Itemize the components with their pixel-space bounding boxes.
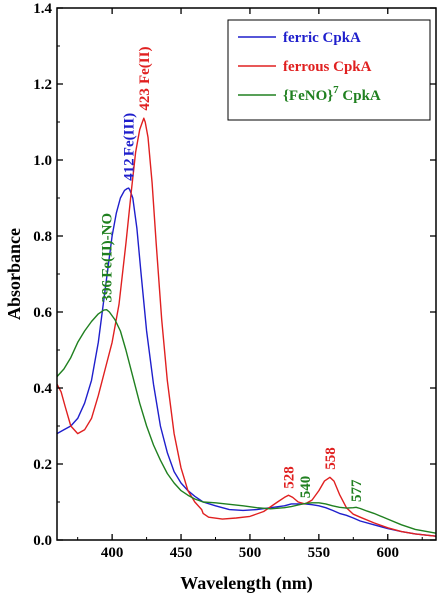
series-line-2 <box>56 309 437 534</box>
legend-label: ferrous CpkA <box>283 59 372 75</box>
legend-label-main: {FeNO} <box>283 88 333 104</box>
x-axis-title: Wavelength (nm) <box>180 573 313 594</box>
peak-label: Fe(II) <box>137 47 153 85</box>
y-axis-ticks: 0.0 0.2 0.4 0.6 0.8 1.0 1.2 1.4 <box>33 1 436 549</box>
peak-label: 412 <box>122 158 138 181</box>
y-tick-label: 0.2 <box>33 457 52 473</box>
legend-label: ferric CpkA <box>283 30 361 46</box>
x-tick-label: 400 <box>101 545 124 561</box>
y-tick-label: 0.6 <box>33 305 52 321</box>
peak-label: 396 <box>100 280 116 303</box>
y-tick-label: 0.4 <box>33 381 52 397</box>
y-tick-label: 1.4 <box>33 1 52 17</box>
peak-label: 528 <box>282 466 298 489</box>
x-tick-label: 500 <box>239 545 262 561</box>
peak-label: Fe(II)-NO <box>100 213 116 278</box>
peak-label: Fe(III) <box>122 113 138 156</box>
peak-label: 558 <box>323 447 339 470</box>
x-axis-ticks: 400 450 500 550 600 <box>77 8 423 561</box>
legend-label: {FeNO}7 CpkA <box>283 84 381 104</box>
y-tick-label: 0.8 <box>33 229 52 245</box>
legend-label-sup: 7 <box>333 84 339 96</box>
spectra-curves <box>56 117 437 537</box>
x-tick-label: 600 <box>377 545 400 561</box>
y-tick-label: 0.0 <box>33 533 52 549</box>
y-tick-label: 1.0 <box>33 153 52 169</box>
x-tick-label: 450 <box>170 545 193 561</box>
legend-label-tail: CpkA <box>339 88 381 104</box>
peak-label: 423 <box>137 88 153 111</box>
x-tick-label: 550 <box>308 545 331 561</box>
legend: ferric CpkA ferrous CpkA {FeNO}7 CpkA <box>227 19 431 121</box>
peak-label: 577 <box>349 479 365 502</box>
peak-label: 540 <box>298 476 314 499</box>
y-axis-title: Absorbance <box>4 228 24 320</box>
y-tick-label: 1.2 <box>33 77 52 93</box>
peak-annotations: 412 Fe(III) 423 Fe(II) 396 Fe(II)-NO 528 558 540… <box>100 47 365 503</box>
series-line-1 <box>56 117 437 537</box>
